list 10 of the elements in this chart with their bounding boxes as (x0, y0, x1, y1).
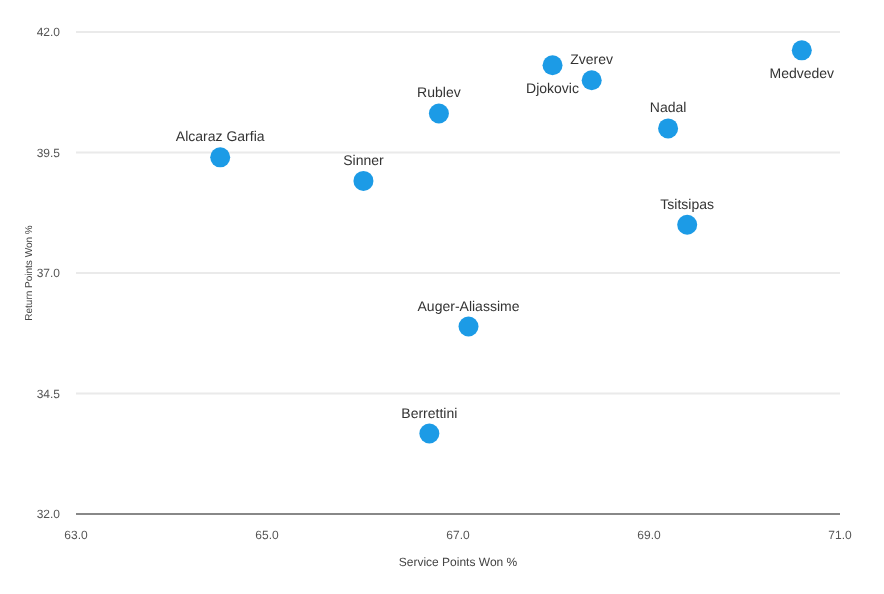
point (677, 214, 698, 235)
point (542, 55, 563, 76)
point (791, 40, 812, 61)
point (581, 70, 602, 91)
point (353, 170, 374, 191)
point (458, 316, 479, 337)
point (210, 147, 231, 168)
point (419, 423, 440, 444)
point (428, 103, 449, 124)
point (658, 118, 679, 139)
